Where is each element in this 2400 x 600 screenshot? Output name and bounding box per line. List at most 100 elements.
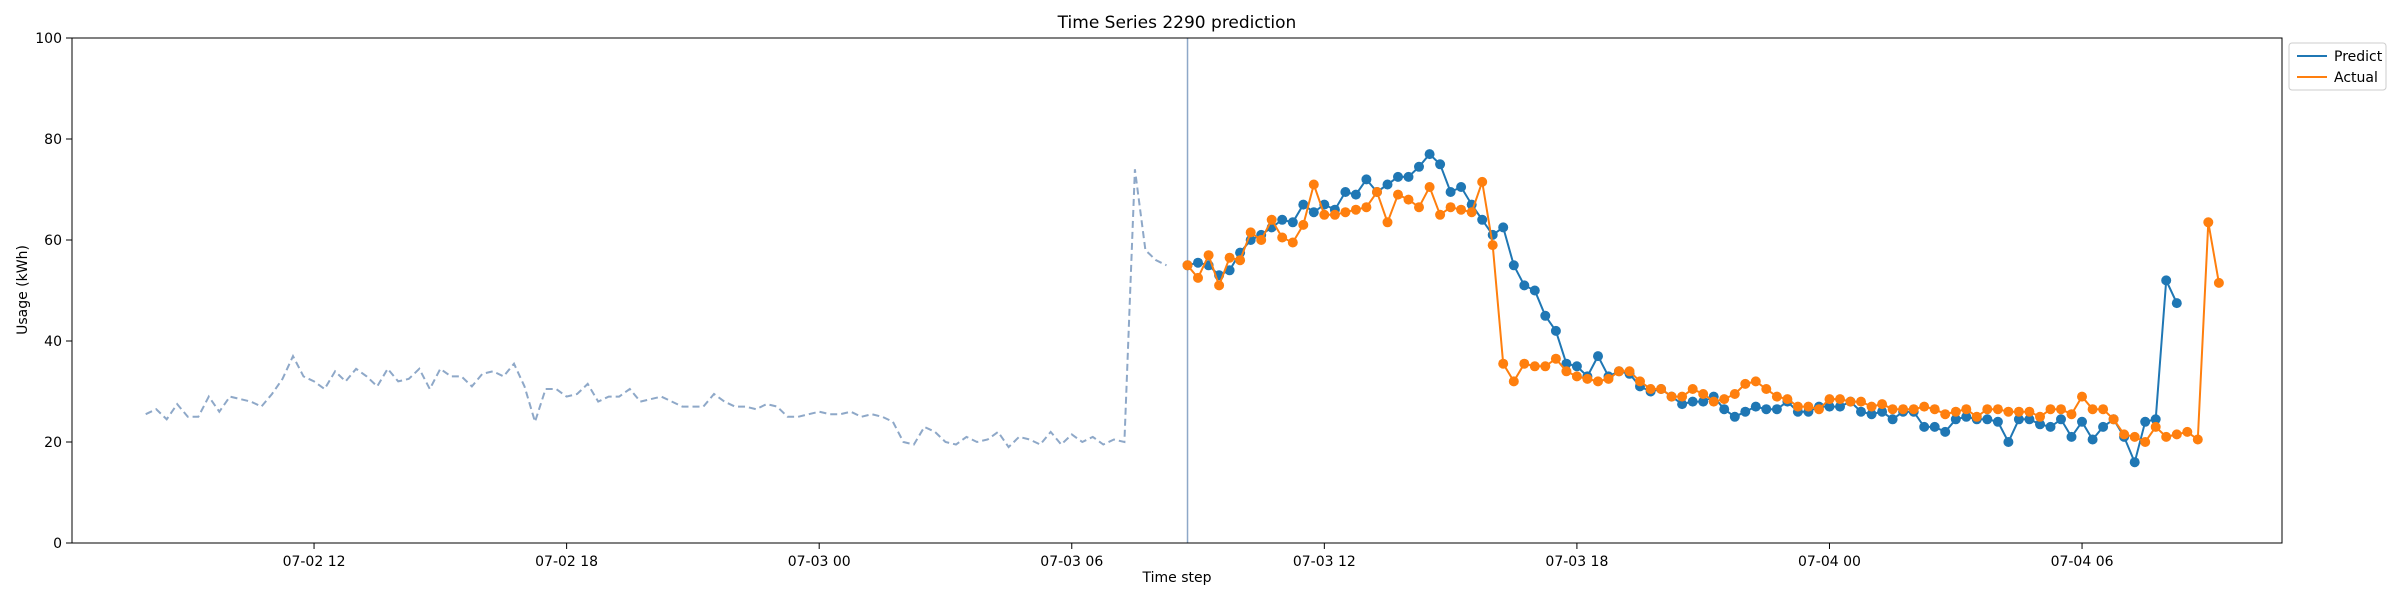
actual-point (1182, 260, 1193, 271)
actual-point (1740, 378, 1751, 389)
actual-point (2119, 429, 2130, 440)
predict-point (1835, 401, 1845, 412)
actual-point (1414, 202, 1424, 213)
chart-title: Time Series 2290 prediction (1057, 13, 1297, 33)
x-tick-label: 07-04 00 (1798, 554, 1861, 570)
actual-point (1519, 358, 1530, 369)
predict-point (1992, 416, 2003, 427)
actual-point (2150, 421, 2161, 432)
predict-point (2035, 419, 2045, 430)
predict-point (1540, 310, 1551, 321)
y-tick-label: 80 (44, 132, 62, 148)
actual-point (1593, 376, 1603, 387)
predict-point (2077, 416, 2087, 427)
predict-point (1824, 401, 1835, 412)
plot-frame (71, 37, 2283, 544)
actual-point (1329, 209, 1340, 220)
actual-point (1340, 207, 1351, 218)
actual-point (1424, 182, 1435, 192)
actual-point (1308, 179, 1319, 190)
predict-point (1435, 159, 1446, 170)
x-tick-label: 07-02 18 (535, 554, 598, 570)
actual-point (2087, 404, 2098, 415)
actual-point (1982, 404, 1993, 415)
actual-point (1677, 391, 1688, 402)
predict-point (1687, 396, 1698, 407)
predict-point (1414, 161, 1424, 172)
predict-point (1698, 396, 1709, 407)
predict-point (2056, 414, 2066, 425)
predict-point (2045, 421, 2056, 432)
predict-point (1677, 399, 1688, 410)
y-tick-label: 60 (44, 233, 62, 249)
actual-point (1393, 189, 1403, 200)
actual-point (1561, 366, 1572, 377)
actual-point (1761, 384, 1772, 394)
predict-point (1477, 214, 1488, 225)
actual-point (1372, 187, 1382, 197)
y-axis-label: Usage (kWh) (15, 245, 31, 335)
actual-point (1382, 217, 1393, 228)
predict-point (1403, 171, 1414, 182)
actual-point (1214, 280, 1225, 291)
predict-point (1593, 351, 1603, 362)
predict-point (1350, 189, 1361, 200)
actual-point (1550, 353, 1561, 364)
predict-point (1487, 229, 1498, 240)
predict-point (1498, 222, 1509, 233)
actual-point (1666, 391, 1677, 402)
predict-point (2129, 457, 2140, 468)
actual-point (1792, 401, 1803, 412)
actual-point (2003, 406, 2014, 417)
predict-point (1287, 217, 1298, 228)
actual-point (2108, 414, 2119, 425)
y-tick-label: 40 (44, 334, 62, 350)
plot-area (145, 38, 2224, 543)
predict-point (1719, 404, 1730, 415)
predict-point (2140, 416, 2151, 427)
predict-point (1529, 285, 1540, 296)
actual-point (1498, 358, 1509, 369)
actual-point (1656, 384, 1667, 394)
actual-point (1782, 394, 1793, 405)
predict-point (1571, 361, 1582, 372)
actual-point (1508, 376, 1519, 387)
actual-point (2161, 431, 2172, 442)
actual-point (1361, 202, 1372, 213)
actual-point (1224, 252, 1235, 263)
actual-point (1877, 399, 1888, 410)
predict-point (1382, 179, 1393, 190)
actual-point (2203, 217, 2214, 228)
predict-point (1550, 325, 1561, 336)
legend-frame (2288, 42, 2387, 91)
predict-point (1519, 280, 1530, 291)
predict-point (2024, 414, 2035, 425)
actual-point (1898, 404, 1909, 415)
actual-point (1582, 373, 1593, 384)
actual-point (1571, 371, 1582, 382)
legend: Predict Actual (2288, 42, 2387, 91)
predict-point (1866, 409, 1877, 420)
actual-point (2045, 404, 2056, 415)
actual-point (1403, 194, 1414, 205)
actual-point (2182, 426, 2193, 437)
predict-point (1929, 421, 1940, 432)
predict-point (2098, 421, 2109, 432)
y-tick-label: 20 (44, 435, 62, 451)
actual-point (1971, 411, 1982, 422)
actual-point (1603, 373, 1614, 384)
actual-point (2213, 277, 2224, 288)
actual-point (1856, 396, 1866, 407)
actual-point (1487, 240, 1498, 251)
predict-point (1940, 426, 1951, 437)
actual-point (1824, 394, 1835, 405)
actual-point (1814, 404, 1824, 415)
actual-point (1540, 361, 1551, 372)
predict-point (2087, 434, 2098, 445)
predict-point (1424, 149, 1435, 160)
actual-point (1729, 389, 1740, 399)
predict-point (2171, 298, 2182, 309)
x-tick-label: 07-04 06 (2051, 554, 2114, 570)
actual-point (1750, 376, 1761, 387)
